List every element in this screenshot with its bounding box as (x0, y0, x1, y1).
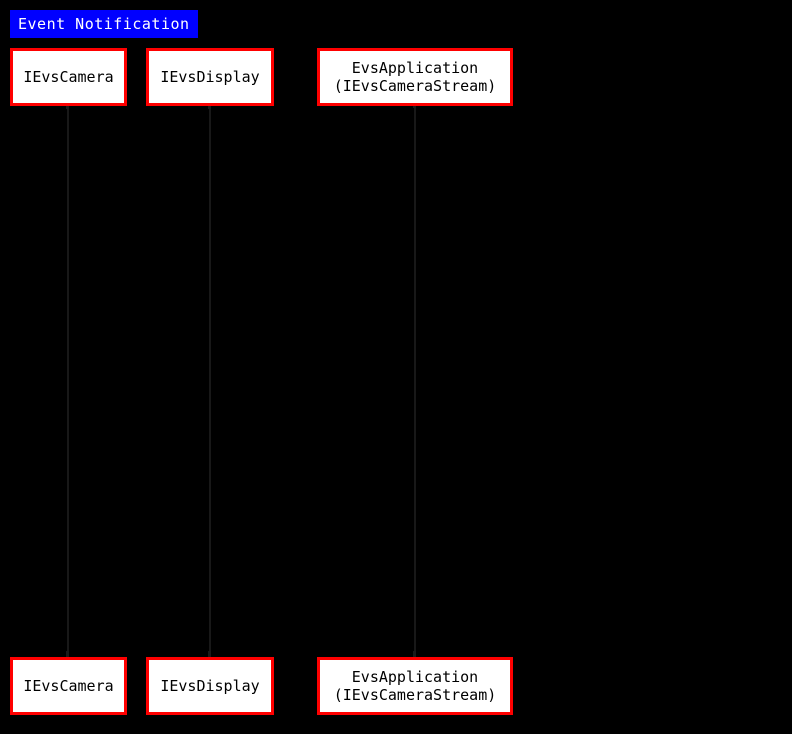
diagram-title-banner: Event Notification (10, 10, 198, 38)
participant-box-ievscamera-top[interactable]: IEvsCamera (10, 48, 127, 106)
participant-label-ievsdisplay-top: IEvsDisplay (160, 68, 260, 86)
lifeline-stub-evsapplication-bottom (413, 651, 416, 657)
participant-box-evsapplication-top[interactable]: EvsApplication (IEvsCameraStream) (317, 48, 513, 106)
lifeline-ievscamera (67, 106, 69, 657)
participant-label-ievscamera-top: IEvsCamera (23, 68, 114, 86)
participant-box-ievsdisplay-top[interactable]: IEvsDisplay (146, 48, 274, 106)
lifeline-ievsdisplay (209, 106, 211, 657)
participant-box-evsapplication-bottom[interactable]: EvsApplication (IEvsCameraStream) (317, 657, 513, 715)
participant-box-ievscamera-bottom[interactable]: IEvsCamera (10, 657, 127, 715)
participant-label-evsapplication-bottom: EvsApplication (IEvsCameraStream) (333, 668, 497, 704)
lifeline-stub-ievsdisplay-top (208, 103, 211, 109)
lifeline-stub-ievsdisplay-bottom (208, 651, 211, 657)
lifeline-stub-ievscamera-bottom (66, 651, 69, 657)
participant-label-ievsdisplay-bottom: IEvsDisplay (160, 677, 260, 695)
participant-label-ievscamera-bottom: IEvsCamera (23, 677, 114, 695)
participant-label-evsapplication-top: EvsApplication (IEvsCameraStream) (333, 59, 497, 95)
lifeline-stub-ievscamera-top (66, 103, 69, 109)
lifeline-evsapplication (414, 105, 416, 657)
participant-box-ievsdisplay-bottom[interactable]: IEvsDisplay (146, 657, 274, 715)
